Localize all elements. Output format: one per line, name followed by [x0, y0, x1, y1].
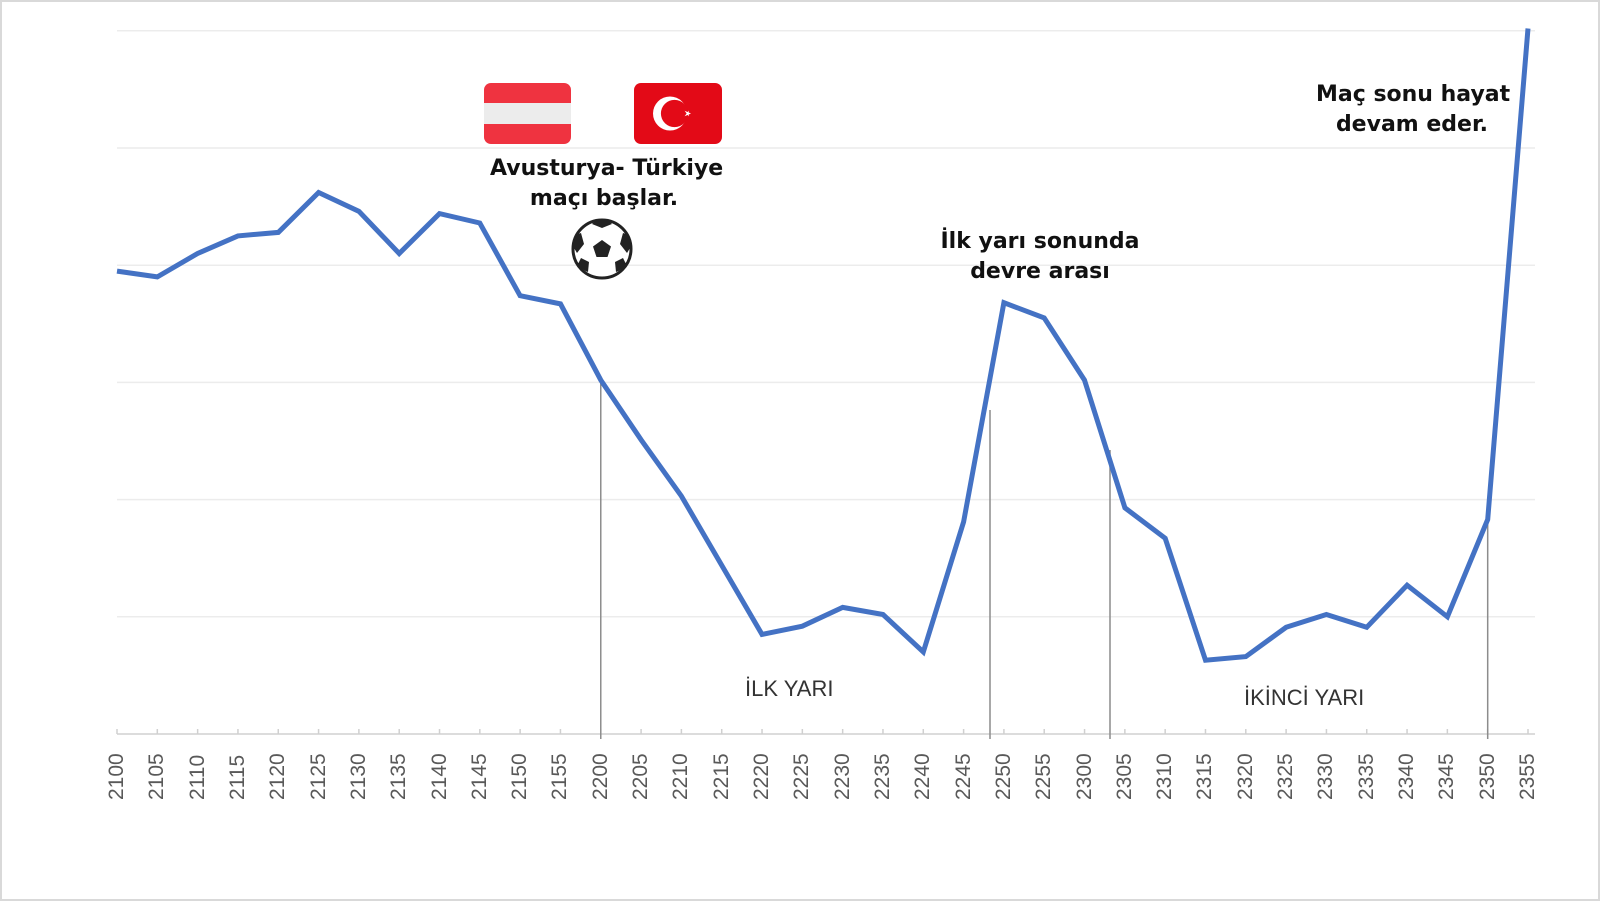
x-tick-label: 2225: [790, 753, 814, 800]
x-tick-label: 2200: [588, 753, 612, 800]
x-tick-label: 2340: [1395, 753, 1419, 800]
x-tick-label: 2250: [991, 753, 1015, 800]
x-tick-label: 2355: [1516, 753, 1539, 800]
turkey-flag-icon: [634, 83, 722, 144]
halftime-line1: İlk yarı sonunda: [940, 229, 1140, 254]
x-tick-label: 2110: [185, 754, 209, 800]
x-tick-label: 2350: [1475, 753, 1499, 800]
soccer-ball-icon: [571, 218, 633, 280]
x-tick-label: 2240: [911, 753, 935, 800]
end-line1: Maç sonu hayat: [1316, 82, 1511, 107]
x-tick-label: 2345: [1435, 753, 1459, 800]
x-tick-label: 2330: [1314, 753, 1338, 800]
x-tick-label: 2105: [145, 753, 169, 800]
kickoff-line1: Avusturya- Türkiye: [490, 156, 724, 181]
x-tick-label: 2100: [105, 753, 128, 800]
x-tick-label: 2235: [870, 753, 894, 800]
end-line2: devam eder.: [1335, 112, 1489, 137]
x-tick-label: 2120: [266, 753, 290, 800]
x-tick-label: 2115: [225, 754, 249, 800]
x-tick-label: 2210: [669, 753, 693, 800]
kickoff-line2: maçı başlar.: [529, 186, 679, 211]
x-tick-label: 2255: [1032, 753, 1056, 800]
x-tick-label: 2320: [1233, 753, 1257, 800]
halftime-annotation: İlk yarı sonunda devre arası: [940, 227, 1140, 287]
x-tick-label: 2220: [750, 753, 774, 800]
x-tick-label: 2230: [830, 753, 854, 800]
x-tick-label: 2130: [346, 753, 370, 800]
kickoff-annotation: Avusturya- Türkiye maçı başlar.: [490, 154, 724, 214]
x-tick-label: 2125: [306, 753, 330, 800]
x-tick-label: 2310: [1153, 753, 1177, 800]
x-tick-label: 2155: [548, 753, 572, 800]
x-tick-label: 2315: [1193, 753, 1217, 800]
halftime-line2: devre arası: [970, 259, 1110, 284]
x-tick-label: 2300: [1072, 753, 1096, 800]
x-tick-label: 2335: [1354, 753, 1378, 800]
x-tick-label: 2145: [467, 753, 491, 800]
x-tick-label: 2135: [387, 753, 411, 800]
austria-flag-icon: [484, 83, 571, 144]
x-tick-label: 2325: [1274, 753, 1298, 800]
end-annotation: Maç sonu hayat devam eder.: [1316, 80, 1511, 140]
second-half-label: İKİNCİ YARI: [1244, 685, 1365, 710]
first-half-label: İLK YARI: [745, 676, 834, 701]
series-line: [116, 28, 1531, 663]
x-tick-label: 2150: [508, 753, 532, 800]
x-tick-label: 2305: [1112, 753, 1136, 800]
x-tick-label: 2245: [951, 753, 975, 800]
x-tick-label: 2215: [709, 753, 733, 800]
x-tick-label: 2205: [629, 753, 653, 800]
x-tick-label: 2140: [427, 753, 451, 800]
